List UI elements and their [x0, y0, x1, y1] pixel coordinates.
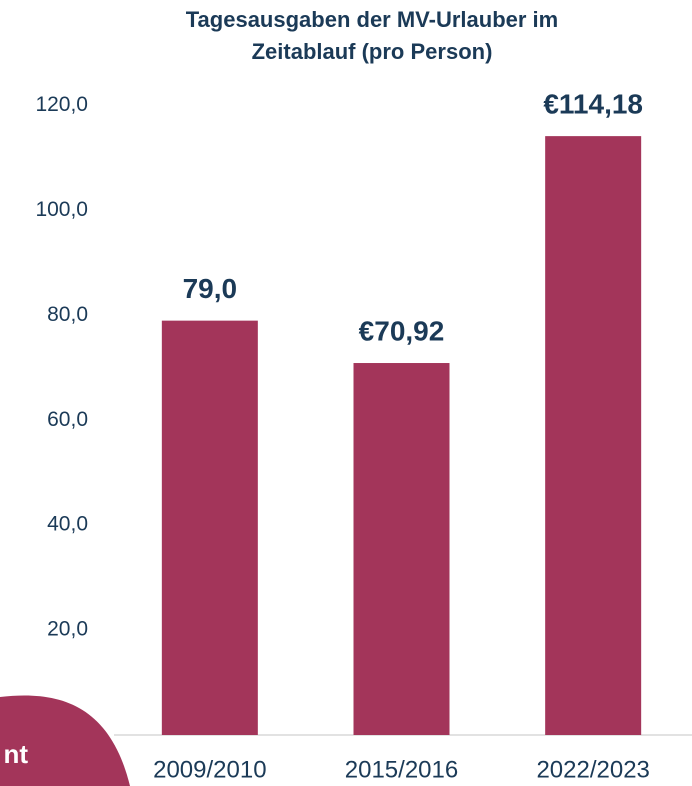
value-label: €70,92 [359, 315, 445, 346]
value-label: €114,18 [543, 89, 643, 120]
badge-text: nt [3, 739, 28, 769]
y-tick-label: 120,0 [35, 93, 88, 116]
chart-title: Tagesausgaben der MV-Urlauber im [186, 7, 558, 32]
x-tick-label: 2009/2010 [153, 756, 266, 783]
x-tick-label: 2022/2023 [536, 756, 649, 783]
chart-title: Zeitablauf (pro Person) [252, 39, 493, 64]
bar [161, 320, 258, 735]
value-label: 79,0 [183, 273, 238, 304]
y-tick-label: 20,0 [47, 618, 88, 641]
badge-shape [0, 695, 130, 786]
y-tick-label: 60,0 [47, 408, 88, 431]
y-tick-label: 100,0 [35, 198, 88, 221]
bar [545, 136, 642, 735]
y-tick-label: 40,0 [47, 513, 88, 536]
bar [353, 363, 450, 735]
y-tick-label: 80,0 [47, 303, 88, 326]
x-tick-label: 2015/2016 [345, 756, 458, 783]
